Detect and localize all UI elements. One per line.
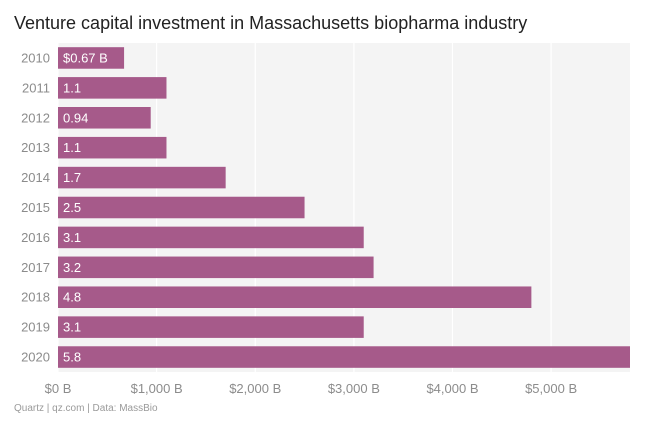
y-tick-label-2018: 2018 xyxy=(21,290,50,305)
bar-2020 xyxy=(58,346,630,368)
bar-2015 xyxy=(58,196,305,219)
source-footer: Quartz | qz.com | Data: MassBio xyxy=(14,403,158,414)
data-label-2015: 2.5 xyxy=(63,200,81,215)
data-label-2020: 5.8 xyxy=(63,350,81,365)
bar-2011 xyxy=(58,77,167,99)
data-label-2012: 0.94 xyxy=(63,110,88,125)
x-tick-label-0: $0 B xyxy=(45,381,72,396)
x-tick-label-1: $1,000 B xyxy=(131,381,183,396)
x-tick-label-5: $5,000 B xyxy=(525,381,577,396)
data-label-2017: 3.2 xyxy=(63,260,81,275)
bar-2019 xyxy=(58,316,364,338)
y-tick-label-2012: 2012 xyxy=(21,110,50,125)
x-tick-label-3: $3,000 B xyxy=(328,381,380,396)
chart-title: Venture capital investment in Massachuse… xyxy=(14,13,528,33)
y-tick-label-2020: 2020 xyxy=(21,350,50,365)
y-tick-label-2013: 2013 xyxy=(21,140,50,155)
data-label-2016: 3.1 xyxy=(63,230,81,245)
x-tick-label-4: $4,000 B xyxy=(426,381,478,396)
data-label-2019: 3.1 xyxy=(63,320,81,335)
bar-2017 xyxy=(58,256,374,279)
y-tick-label-2015: 2015 xyxy=(21,200,50,215)
y-tick-label-2010: 2010 xyxy=(21,50,50,65)
bar-2012 xyxy=(58,107,151,129)
bar-2016 xyxy=(58,226,364,249)
y-tick-label-2011: 2011 xyxy=(22,80,50,95)
y-tick-label-2014: 2014 xyxy=(21,170,50,185)
bar-2013 xyxy=(58,136,167,159)
data-label-2013: 1.1 xyxy=(63,140,81,155)
x-tick-label-2: $2,000 B xyxy=(229,381,281,396)
bar-2010 xyxy=(58,47,125,69)
data-label-2018: 4.8 xyxy=(63,290,81,305)
data-label-2011: 1.1 xyxy=(63,80,81,95)
bar-2018 xyxy=(58,286,532,308)
bar-2014 xyxy=(58,166,226,189)
data-label-2010: $0.67 B xyxy=(63,50,108,65)
y-tick-label-2019: 2019 xyxy=(21,320,50,335)
y-tick-label-2016: 2016 xyxy=(21,230,50,245)
y-tick-label-2017: 2017 xyxy=(21,260,50,275)
data-label-2014: 1.7 xyxy=(63,170,81,185)
